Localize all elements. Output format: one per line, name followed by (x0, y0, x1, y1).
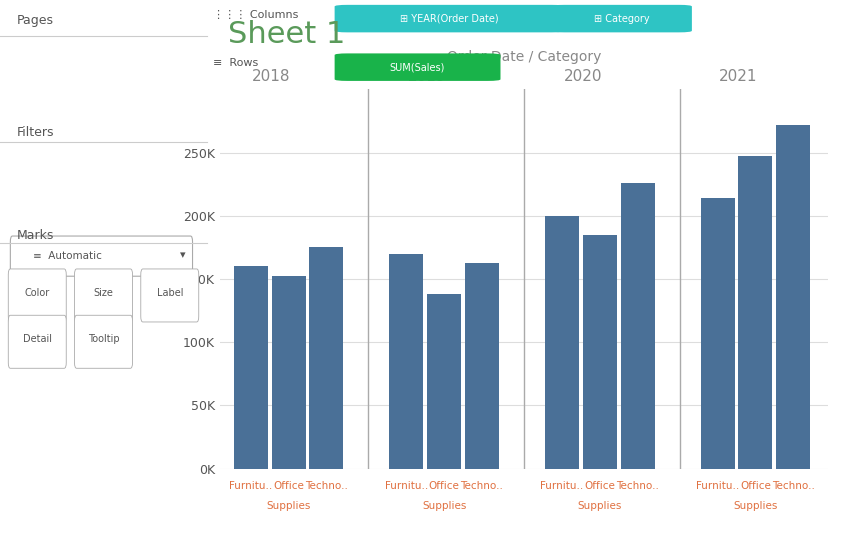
Text: Detail: Detail (23, 334, 51, 344)
Bar (427, 294, 461, 469)
Bar (544, 216, 578, 469)
Text: Techno..: Techno.. (460, 481, 503, 491)
Text: Office: Office (584, 481, 614, 491)
Text: Label: Label (156, 288, 183, 297)
Text: Supplies: Supplies (266, 501, 311, 511)
Text: Color: Color (24, 288, 50, 297)
Text: ▾: ▾ (180, 251, 186, 261)
Bar (582, 235, 616, 469)
Text: Furnitu..: Furnitu.. (384, 481, 428, 491)
FancyBboxPatch shape (334, 54, 500, 81)
Text: Office: Office (273, 481, 304, 491)
Bar (271, 276, 306, 469)
Bar (234, 266, 268, 469)
Text: ≡  Rows: ≡ Rows (214, 58, 258, 68)
Bar (464, 263, 498, 469)
Text: ⊞ YEAR(Order Date): ⊞ YEAR(Order Date) (400, 13, 498, 23)
Text: Office: Office (428, 481, 459, 491)
Text: Pages: Pages (17, 14, 53, 27)
Text: Marks: Marks (17, 229, 54, 242)
Text: Furnitu..: Furnitu.. (695, 481, 738, 491)
FancyBboxPatch shape (551, 5, 691, 32)
Bar (738, 156, 771, 469)
Bar (309, 247, 343, 469)
Text: Size: Size (94, 288, 113, 297)
Text: Furnitu..: Furnitu.. (540, 481, 583, 491)
Text: Office: Office (739, 481, 770, 491)
Bar (389, 254, 423, 469)
Text: Supplies: Supplies (577, 501, 621, 511)
FancyBboxPatch shape (8, 269, 66, 322)
FancyBboxPatch shape (74, 315, 133, 368)
Text: Supplies: Supplies (421, 501, 466, 511)
Text: SUM(Sales): SUM(Sales) (389, 62, 445, 72)
FancyBboxPatch shape (334, 5, 564, 32)
FancyBboxPatch shape (141, 269, 198, 322)
Text: Furnitu..: Furnitu.. (229, 481, 272, 491)
Text: Sheet 1: Sheet 1 (228, 20, 345, 49)
Bar (776, 124, 809, 469)
Text: ≡  Automatic: ≡ Automatic (33, 251, 102, 261)
Text: Filters: Filters (17, 126, 54, 138)
Text: Supplies: Supplies (733, 501, 776, 511)
Text: ⊞ Category: ⊞ Category (593, 13, 649, 23)
Text: Techno..: Techno.. (615, 481, 658, 491)
Text: Tooltip: Tooltip (88, 334, 119, 344)
Text: Techno..: Techno.. (305, 481, 348, 491)
Bar (619, 183, 654, 469)
Bar (700, 198, 733, 469)
FancyBboxPatch shape (74, 269, 133, 322)
Text: ⋮⋮⋮ Columns: ⋮⋮⋮ Columns (214, 9, 299, 20)
X-axis label: Order Date / Category: Order Date / Category (446, 50, 600, 64)
FancyBboxPatch shape (8, 315, 66, 368)
Text: Techno..: Techno.. (771, 481, 814, 491)
Y-axis label: Sales: Sales (163, 261, 177, 297)
FancyBboxPatch shape (10, 236, 192, 276)
